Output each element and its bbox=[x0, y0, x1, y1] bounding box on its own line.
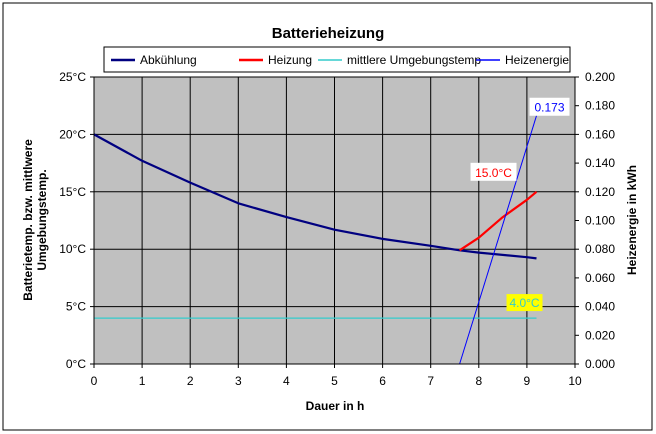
x-tick-label: 7 bbox=[427, 374, 434, 388]
annotation-label: 0.173 bbox=[535, 101, 565, 115]
y-left-axis-label: Batterietemp. bzw. mittlwere Umgebungste… bbox=[21, 139, 49, 301]
x-tick-label: 6 bbox=[379, 374, 386, 388]
x-tick-label: 1 bbox=[139, 374, 146, 388]
x-tick-label: 9 bbox=[524, 374, 531, 388]
legend: Abkühlung Heizung mittlere Umgebungstemp He… bbox=[103, 46, 571, 73]
y-right-tick-label: 0.180 bbox=[585, 99, 615, 113]
y-left-tick-label: 5°C bbox=[66, 300, 86, 314]
y-left-tick-label: 10°C bbox=[59, 242, 86, 256]
annotation-label: 4.0°C bbox=[509, 296, 539, 310]
annotation-label: 15.0°C bbox=[475, 166, 512, 180]
y-right-tick-label: 0.060 bbox=[585, 271, 615, 285]
y-right-tick-labels: 0.000 0.020 0.040 0.060 0.080 0.100 0.120 0.140… bbox=[575, 70, 615, 371]
annotation-box bbox=[506, 294, 543, 312]
x-tick-label: 2 bbox=[187, 374, 194, 388]
y-right-tick-label: 0.080 bbox=[585, 242, 615, 256]
y-left-tick-label: 20°C bbox=[59, 127, 86, 141]
x-tick-label: 5 bbox=[331, 374, 338, 388]
y-right-tick-label: 0.200 bbox=[585, 70, 615, 84]
series-line-1 bbox=[93, 133, 537, 260]
legend-label: mittlere Umgebungstemp bbox=[347, 53, 481, 67]
x-tick-label: 3 bbox=[235, 374, 242, 388]
y-right-tick-label: 0.160 bbox=[585, 127, 615, 141]
y-right-tick-label: 0.020 bbox=[585, 328, 615, 342]
y-right-tick-label: 0.000 bbox=[585, 357, 615, 371]
y-right-tick-label: 0.140 bbox=[585, 156, 615, 170]
y-right-tick-label: 0.120 bbox=[585, 185, 615, 199]
x-axis-label: Dauer in h bbox=[306, 399, 365, 413]
x-tick-label: 4 bbox=[283, 374, 290, 388]
y-right-tick-label: 0.100 bbox=[585, 214, 615, 228]
y-left-tick-label: 15°C bbox=[59, 185, 86, 199]
legend-label: Abkühlung bbox=[140, 53, 197, 67]
x-tick-label: 10 bbox=[568, 374, 582, 388]
y-left-tick-label: 25°C bbox=[59, 70, 86, 84]
x-tick-labels: 0 1 2 3 4 5 6 7 8 9 10 bbox=[91, 364, 582, 388]
y-left-tick-labels: 0°C 5°C 10°C 15°C 20°C 25°C bbox=[59, 70, 94, 371]
annotation-box bbox=[529, 97, 570, 116]
x-tick-label: 0 bbox=[91, 374, 98, 388]
series-layer bbox=[93, 115, 538, 365]
series-line-2 bbox=[458, 190, 538, 252]
chart-title: Batterieheizung bbox=[272, 25, 385, 42]
y-left-tick-label: 0°C bbox=[66, 357, 86, 371]
legend-label: Heizung bbox=[268, 53, 312, 67]
y-left-axis-label-line2: Umgebungstemp. bbox=[35, 169, 49, 270]
annotation-box bbox=[470, 162, 517, 181]
y-left-axis-label-line1: Batterietemp. bzw. mittlwere bbox=[21, 139, 35, 301]
legend-label: Heizenergie bbox=[505, 53, 569, 67]
y-right-axis-label: Heizenergie in kWh bbox=[625, 165, 639, 275]
annotations: 0.173 15.0°C 4.0°C bbox=[470, 97, 570, 312]
y-right-tick-label: 0.040 bbox=[585, 300, 615, 314]
x-tick-label: 8 bbox=[475, 374, 482, 388]
series-line-4 bbox=[459, 115, 537, 365]
